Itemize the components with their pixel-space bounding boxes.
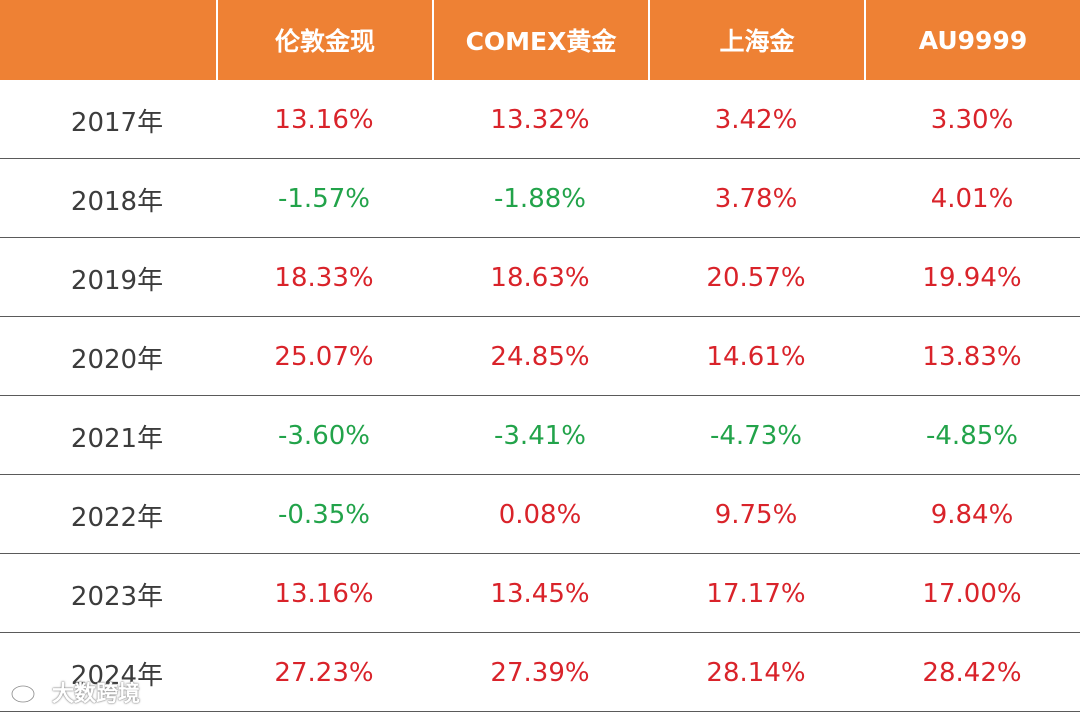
return-cell: 13.83% [922,342,1022,372]
table-header-row: 伦敦金现 COMEX黄金 上海金 AU9999 [0,0,1080,80]
year-cell: 2022年 [70,502,164,533]
return-cell: 3.42% [714,105,798,135]
return-cell: 4.01% [930,184,1014,214]
return-cell: 9.75% [714,500,798,530]
return-cell: -1.57% [278,184,370,214]
return-cell: 18.33% [274,263,374,293]
return-cell: 17.00% [922,579,1022,609]
watermark: 大数跨境 [10,676,140,708]
return-cell: -1.88% [494,184,586,214]
return-cell: 0.08% [498,500,582,530]
return-cell: 13.32% [490,105,590,135]
header-au9999: AU9999 [864,0,1080,80]
return-cell: 27.39% [490,658,590,688]
return-cell: 3.30% [930,105,1014,135]
header-shanghai-gold: 上海金 [648,0,864,80]
table-row: 2022年 -0.35% 0.08% 9.75% 9.84% [0,475,1080,554]
return-cell: -4.85% [926,421,1018,451]
table-row: 2024年 27.23% 27.39% 28.14% 28.42% [0,633,1080,712]
table-body: 2017年 13.16% 13.32% 3.42% 3.30% 2018年 -1.57% -1… [0,80,1080,712]
return-cell: 20.57% [706,263,806,293]
return-cell: 28.14% [706,658,806,688]
return-cell: 13.16% [274,579,374,609]
year-cell: 2020年 [70,344,164,375]
header-cell-empty [0,0,216,80]
return-cell: -0.35% [278,500,370,530]
year-cell: 2024年 [70,660,164,691]
return-cell: 25.07% [274,342,374,372]
header-london-gold: 伦敦金现 [216,0,432,80]
weibo-logo-icon [10,682,45,704]
return-cell: -4.73% [710,421,802,451]
return-cell: 13.45% [490,579,590,609]
year-cell: 2021年 [70,423,164,454]
return-cell: -3.60% [278,421,370,451]
watermark-text: 大数跨境 [52,682,141,707]
return-cell: -3.41% [494,421,586,451]
return-cell: 17.17% [706,579,806,609]
table-row: 2018年 -1.57% -1.88% 3.78% 4.01% [0,159,1080,238]
table-row: 2017年 13.16% 13.32% 3.42% 3.30% [0,80,1080,159]
table-row: 2019年 18.33% 18.63% 20.57% 19.94% [0,238,1080,317]
year-cell: 2023年 [70,581,164,612]
table-row: 2023年 13.16% 13.45% 17.17% 17.00% [0,554,1080,633]
return-cell: 14.61% [706,342,806,372]
table-row: 2021年 -3.60% -3.41% -4.73% -4.85% [0,396,1080,475]
year-cell: 2018年 [70,186,164,217]
year-cell: 2019年 [70,265,164,296]
return-cell: 9.84% [930,500,1014,530]
header-comex-gold: COMEX黄金 [432,0,648,80]
return-cell: 3.78% [714,184,798,214]
return-cell: 27.23% [274,658,374,688]
return-cell: 18.63% [490,263,590,293]
return-cell: 24.85% [490,342,590,372]
table-row: 2020年 25.07% 24.85% 14.61% 13.83% [0,317,1080,396]
return-cell: 28.42% [922,658,1022,688]
return-cell: 19.94% [922,263,1022,293]
year-cell: 2017年 [70,107,164,138]
return-cell: 13.16% [274,105,374,135]
